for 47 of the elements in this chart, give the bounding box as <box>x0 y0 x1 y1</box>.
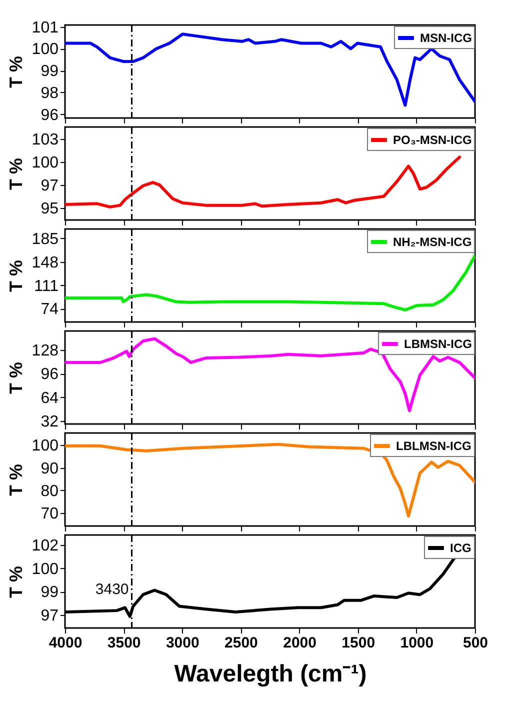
x-tick-label: 500 <box>462 634 488 652</box>
y-tick-label: 185 <box>32 230 59 248</box>
x-tick-label: 3500 <box>107 634 141 652</box>
y-tick-label: 70 <box>40 506 59 523</box>
y-tick-label: 128 <box>32 342 59 360</box>
y-axis-title: T % <box>6 56 26 88</box>
y-tick-label: 96 <box>40 366 59 384</box>
y-tick-label: 32 <box>40 414 59 431</box>
y-tick-label: 97 <box>40 177 59 194</box>
x-tick-label: 4000 <box>48 634 82 652</box>
x-tick-label: 2500 <box>224 634 258 652</box>
y-tick-label: 103 <box>32 132 59 149</box>
legend-label: ICG <box>450 541 472 555</box>
y-tick-label: 97 <box>40 607 59 624</box>
x-tick-label: 1000 <box>400 634 434 652</box>
legend-label: PO₃-MSN-ICG <box>393 133 472 147</box>
y-axis-title: T % <box>6 464 26 496</box>
x-tick-label: 3000 <box>166 634 200 652</box>
y-axis-title: T % <box>6 260 26 292</box>
y-tick-label: 100 <box>32 438 59 455</box>
y-tick-label: 99 <box>40 63 59 80</box>
ref-line-label: 3430 <box>95 580 129 598</box>
legend-label: MSN-ICG <box>420 31 472 45</box>
y-tick-label: 90 <box>40 460 59 478</box>
y-axis-title: T % <box>6 566 26 598</box>
y-axis-title: T % <box>6 158 26 190</box>
y-tick-label: 80 <box>40 482 59 500</box>
y-tick-label: 101 <box>32 19 59 36</box>
x-axis-title: Wavelegth (cm⁻¹) <box>174 660 367 688</box>
x-tick-label: 2000 <box>283 634 316 652</box>
legend-label: LBLMSN-ICG <box>396 439 472 453</box>
y-tick-label: 98 <box>40 84 59 102</box>
y-tick-label: 95 <box>40 200 59 218</box>
y-tick-label: 148 <box>32 254 59 272</box>
x-tick-label: 1500 <box>342 634 376 652</box>
y-axis-title: T % <box>6 362 26 394</box>
legend-label: LBMSN-ICG <box>404 337 472 351</box>
y-tick-label: 96 <box>40 106 59 124</box>
y-tick-label: 100 <box>32 41 59 58</box>
y-tick-label: 64 <box>40 390 59 407</box>
y-tick-label: 99 <box>40 584 59 602</box>
y-tick-label: 100 <box>32 154 59 172</box>
y-tick-label: 102 <box>32 538 59 555</box>
legend-label: NH₂-MSN-ICG <box>393 235 472 249</box>
y-tick-label: 74 <box>40 301 59 318</box>
y-tick-label: 111 <box>34 278 59 295</box>
y-tick-label: 100 <box>32 560 59 578</box>
